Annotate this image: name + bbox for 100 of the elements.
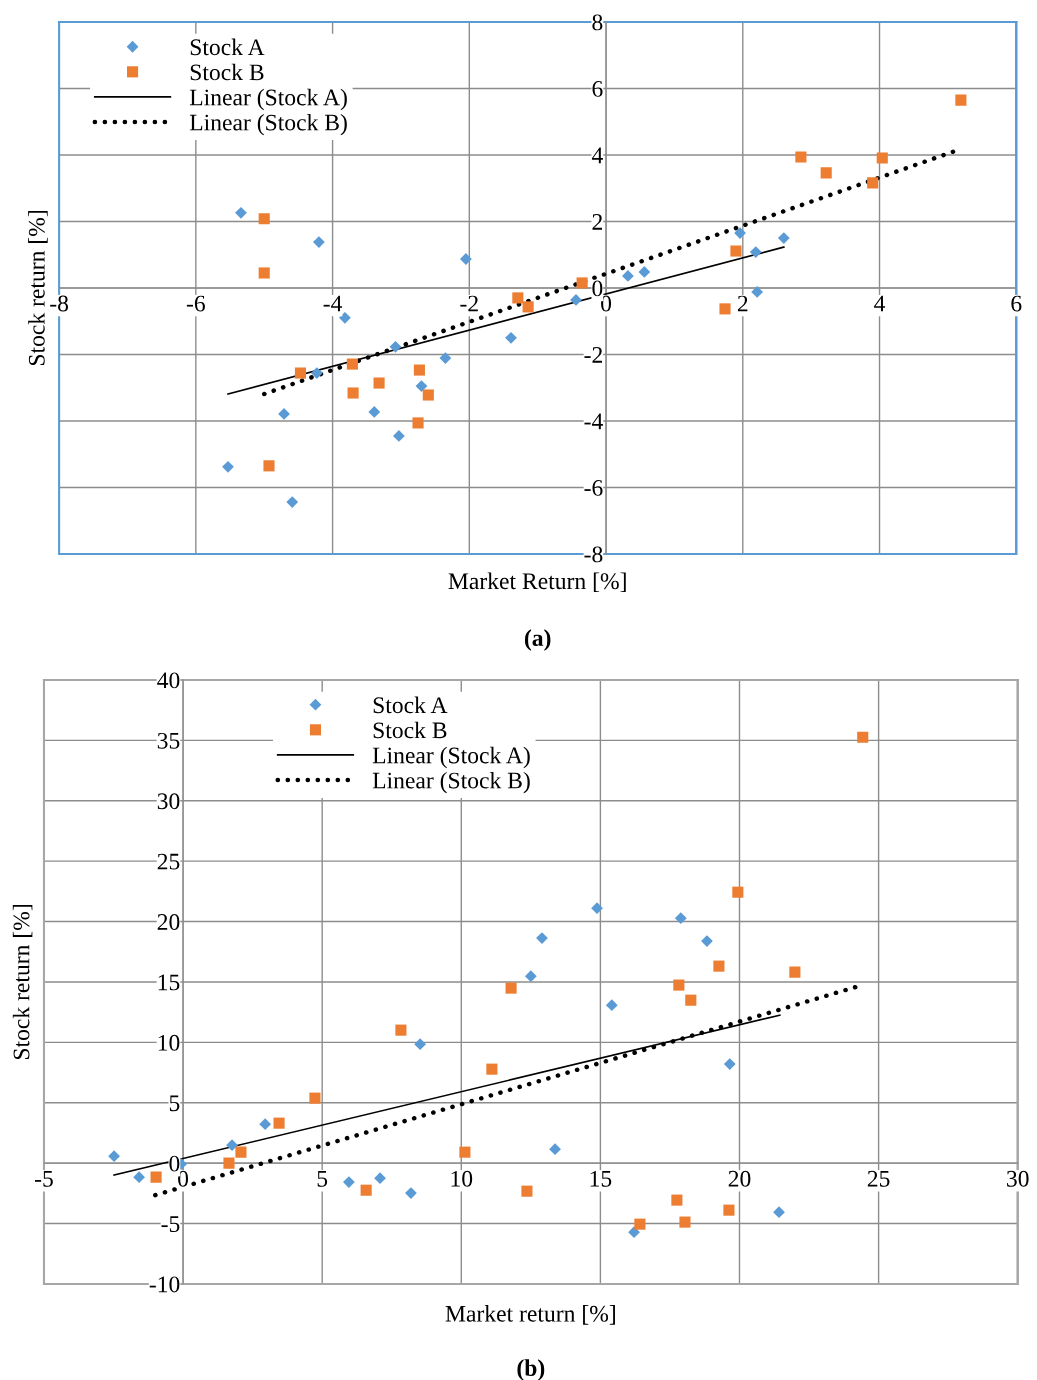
y-tick-label: -10 <box>149 1276 180 1293</box>
point <box>347 387 359 399</box>
point <box>258 267 270 279</box>
point <box>412 417 424 429</box>
point <box>679 1216 691 1228</box>
point <box>286 496 299 508</box>
y-tick-label: 35 <box>157 732 180 749</box>
x-tick-label: -4 <box>323 295 343 312</box>
point <box>789 966 801 978</box>
point <box>512 292 524 304</box>
point <box>439 352 452 364</box>
point <box>405 1187 417 1199</box>
legend-label: Stock A <box>190 38 265 56</box>
point <box>536 932 548 944</box>
point <box>259 1118 272 1131</box>
point <box>505 982 517 994</box>
point <box>730 245 742 257</box>
point <box>749 246 762 258</box>
point <box>313 236 325 248</box>
point <box>460 253 472 265</box>
legend-label: Linear (Stock A) <box>372 746 530 769</box>
point <box>638 266 651 278</box>
y-tick-label: 30 <box>157 793 180 810</box>
y-tick-label: 2 <box>592 214 602 230</box>
point <box>522 301 534 313</box>
y-tick-label: 15 <box>158 974 180 991</box>
y-tick-label: -8 <box>584 546 603 563</box>
y-tick-label: 0 <box>592 280 603 297</box>
point <box>820 167 832 179</box>
x-axis-title: Market Return [%] <box>448 572 626 593</box>
point <box>235 206 247 219</box>
point <box>723 1058 736 1070</box>
y-tick-label: 0 <box>169 1155 180 1172</box>
point <box>273 1117 285 1129</box>
text: (a) <box>524 629 551 651</box>
y-axis-title: Stock return [%] <box>28 211 48 366</box>
point <box>150 1171 162 1183</box>
point <box>732 886 744 898</box>
y-tick-label: 6 <box>592 81 603 97</box>
x-tick-label: 25 <box>867 1170 890 1187</box>
point <box>338 311 351 324</box>
text: (b) <box>517 1359 545 1380</box>
x-tick-label: 30 <box>1007 1170 1029 1187</box>
point <box>777 232 790 244</box>
point <box>723 1204 735 1216</box>
point <box>685 994 697 1006</box>
y-tick-label: 8 <box>592 14 603 31</box>
y-tick-label: 4 <box>591 147 603 164</box>
x-axis-title: Market return [%] <box>445 1305 615 1325</box>
point <box>867 177 879 189</box>
point <box>521 1185 533 1197</box>
point <box>674 912 687 925</box>
point <box>258 213 270 225</box>
x-tick-label: 6 <box>1011 295 1022 312</box>
point <box>413 364 425 376</box>
point <box>373 377 385 389</box>
legend-label: Linear (Stock B) <box>372 771 530 794</box>
point <box>486 1063 498 1075</box>
y-tick-label: -2 <box>584 346 602 363</box>
point <box>505 331 517 344</box>
point <box>622 270 634 282</box>
point <box>374 1172 386 1185</box>
point <box>876 152 888 164</box>
x-tick-label: 20 <box>728 1170 751 1187</box>
x-tick-label: 10 <box>451 1170 473 1187</box>
point <box>133 1171 146 1184</box>
point <box>773 1206 785 1219</box>
point <box>393 430 405 442</box>
x-tick-label: -2 <box>460 295 478 312</box>
point <box>309 1092 321 1104</box>
point <box>422 389 434 401</box>
y-tick-label: 25 <box>157 853 180 870</box>
point <box>459 1146 471 1158</box>
y-tick-label: -4 <box>584 413 603 430</box>
y-tick-label: -5 <box>161 1216 180 1232</box>
point <box>310 367 323 379</box>
point <box>671 1194 683 1206</box>
point <box>222 460 234 473</box>
point <box>263 460 275 472</box>
x-tick-label: -5 <box>35 1171 53 1187</box>
legend-label: Stock A <box>373 696 448 714</box>
legend-label: Stock B <box>190 63 264 81</box>
x-tick-label: -8 <box>50 295 69 312</box>
x-tick-label: 5 <box>317 1171 328 1187</box>
point <box>549 1143 561 1156</box>
y-tick-label: 40 <box>157 672 180 689</box>
point <box>346 358 358 370</box>
point <box>395 1024 407 1036</box>
point <box>415 380 428 392</box>
x-tick-label: 2 <box>737 295 748 312</box>
legend-label: Linear (Stock A) <box>189 88 347 111</box>
x-tick-label: -6 <box>186 295 205 312</box>
point <box>673 979 685 991</box>
legend-label: Stock B <box>373 721 447 739</box>
point <box>591 902 603 915</box>
y-tick-label: 5 <box>169 1095 180 1112</box>
y-axis-title: Stock return [%] <box>12 905 33 1060</box>
point <box>368 406 381 418</box>
point <box>226 1139 238 1152</box>
y-tick-label: -6 <box>584 479 603 496</box>
